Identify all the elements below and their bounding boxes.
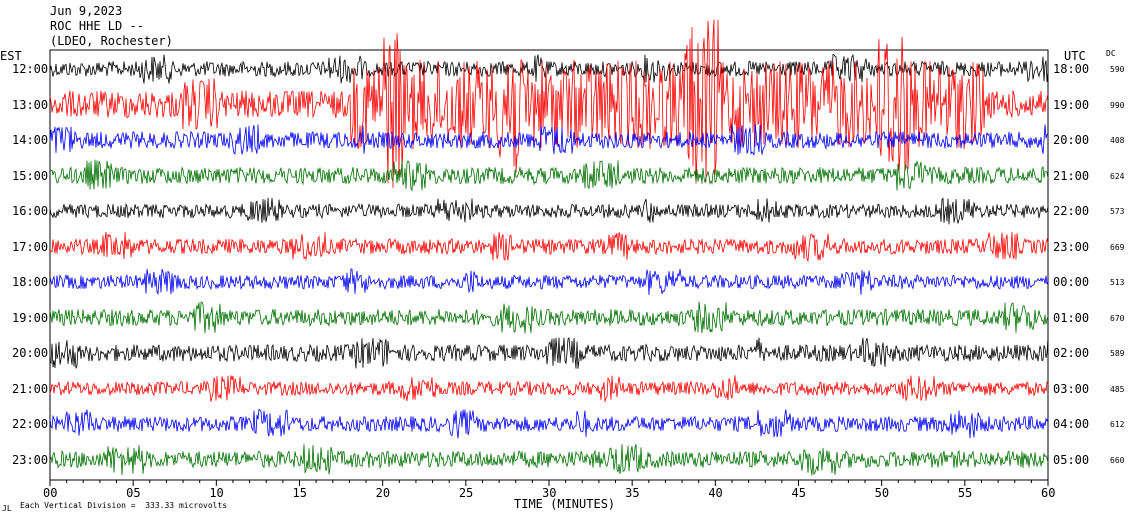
x-tick-label: 25 — [458, 486, 474, 500]
est-hour-label: 14:00 — [12, 133, 49, 147]
utc-hour-label: 23:00 — [1053, 239, 1090, 254]
x-tick-label: 40 — [708, 486, 723, 500]
trace-row-1400 — [49, 124, 1049, 156]
est-hour-label: 22:00 — [12, 417, 49, 431]
trace-row-1200 — [49, 53, 1049, 84]
est-hour-label: 17:00 — [12, 239, 49, 254]
est-hour-label: 21:00 — [12, 381, 49, 396]
right-timezone: UTC — [1064, 49, 1086, 63]
dc-value-label: 990 — [1110, 100, 1125, 110]
est-hour-label: 20:00 — [12, 346, 49, 360]
x-tick-label: 00 — [43, 486, 58, 500]
dc-value-label: 485 — [1110, 384, 1125, 394]
trace-row-1900 — [49, 301, 1049, 334]
trace-row-2100 — [49, 375, 1049, 402]
utc-hour-label: 02:00 — [1053, 346, 1090, 360]
est-hour-label: 15:00 — [12, 168, 49, 183]
x-axis-label: TIME (MINUTES) — [514, 497, 616, 511]
x-tick-label: 35 — [625, 486, 640, 500]
x-tick-label: 55 — [957, 486, 973, 500]
dc-header: DC — [1106, 49, 1116, 58]
est-hour-label: 19:00 — [12, 310, 49, 325]
utc-hour-label: 20:00 — [1053, 133, 1090, 147]
x-tick-label: 10 — [209, 486, 224, 500]
est-hour-label: 12:00 — [12, 62, 49, 76]
dc-value-label: 660 — [1110, 455, 1125, 465]
trace-row-1700 — [49, 231, 1049, 263]
est-hour-label: 13:00 — [12, 97, 49, 112]
trace-row-2000 — [49, 337, 1049, 369]
est-hour-label: 16:00 — [12, 204, 49, 218]
dc-value-label: 624 — [1110, 171, 1125, 181]
utc-hour-label: 00:00 — [1053, 275, 1090, 289]
trace-row-2300 — [49, 444, 1049, 476]
x-tick-label: 15 — [292, 486, 307, 500]
x-tick-label: 30 — [542, 486, 557, 500]
utc-hour-label: 05:00 — [1053, 452, 1090, 467]
utc-hour-label: 01:00 — [1053, 310, 1090, 325]
x-tick-label: 50 — [874, 486, 890, 500]
dc-value-label: 408 — [1110, 136, 1125, 145]
trace-row-1800 — [49, 268, 1049, 296]
trace-row-2200 — [49, 408, 1049, 439]
dc-value-label: 573 — [1110, 207, 1125, 216]
left-timezone: EST — [0, 49, 22, 63]
header-date: Jun 9,2023 — [50, 4, 123, 18]
trace-row-1500 — [49, 159, 1049, 192]
x-tick-label: 60 — [1041, 486, 1056, 500]
trace-row-1300 — [49, 19, 1049, 188]
header-network: (LDEO, Rochester) — [50, 34, 173, 48]
utc-hour-label: 04:00 — [1053, 417, 1090, 431]
header-station: ROC HHE LD -- — [50, 19, 144, 33]
footer-mark: JL — [2, 504, 12, 513]
footer-scale: Each Vertical Division = 333.33 microvol… — [20, 501, 228, 510]
est-hour-label: 18:00 — [12, 275, 49, 289]
dc-value-label: 612 — [1110, 420, 1125, 429]
est-hour-label: 23:00 — [12, 452, 49, 467]
dc-value-label: 590 — [1110, 65, 1125, 74]
utc-hour-label: 22:00 — [1053, 204, 1090, 218]
trace-row-1600 — [49, 197, 1049, 225]
utc-hour-label: 21:00 — [1053, 168, 1090, 183]
x-tick-label: 45 — [791, 486, 806, 500]
utc-hour-label: 19:00 — [1053, 97, 1090, 112]
dc-value-label: 670 — [1110, 313, 1125, 323]
utc-hour-label: 18:00 — [1053, 62, 1090, 76]
utc-hour-label: 03:00 — [1053, 381, 1090, 396]
dc-value-label: 589 — [1110, 349, 1125, 358]
dc-value-label: 669 — [1110, 242, 1125, 252]
dc-value-label: 513 — [1110, 278, 1125, 287]
x-tick-label: 05 — [126, 486, 141, 500]
x-tick-label: 20 — [375, 486, 391, 500]
